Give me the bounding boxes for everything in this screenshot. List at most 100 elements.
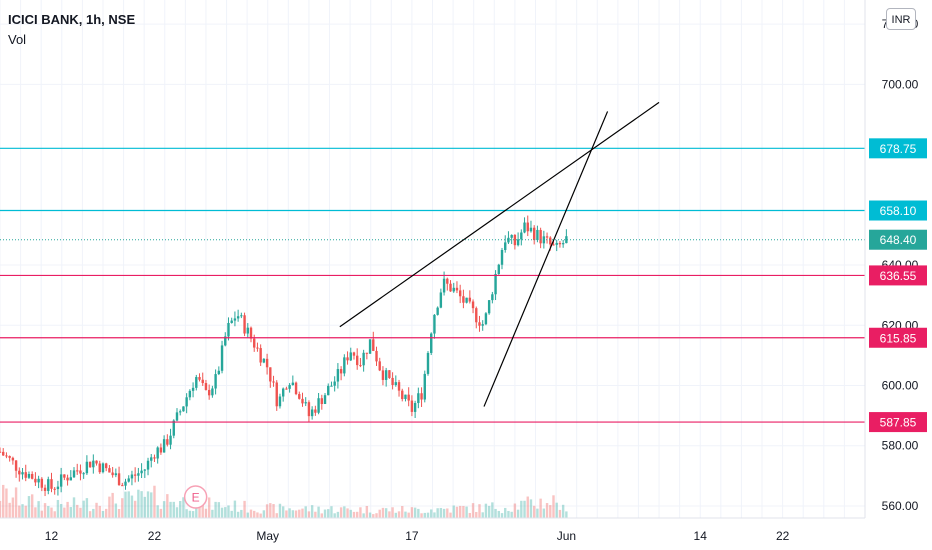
candle-body xyxy=(275,382,278,407)
candle-body xyxy=(34,478,37,483)
volume-bar xyxy=(104,508,108,518)
volume-bar xyxy=(156,505,159,518)
volume-bar xyxy=(182,497,185,518)
volume-bar xyxy=(372,514,375,518)
volume-bar xyxy=(47,506,50,518)
candle-body xyxy=(442,278,446,293)
level-price-label: 615.85 xyxy=(880,331,917,345)
candle-body xyxy=(452,287,455,292)
volume-bar xyxy=(420,513,423,518)
candle-body xyxy=(381,370,385,380)
volume-bar xyxy=(317,506,320,518)
x-tick-label: May xyxy=(256,529,279,543)
candle-body xyxy=(40,478,44,488)
earnings-event-marker[interactable] xyxy=(183,485,208,509)
volume-bar xyxy=(304,506,307,518)
volume-bar xyxy=(30,494,34,518)
volume-bar xyxy=(549,505,552,518)
volume-bar xyxy=(24,505,27,518)
volume-bar xyxy=(256,512,259,518)
volume-bar xyxy=(21,504,24,518)
volume-bar xyxy=(285,510,288,518)
earnings-event-label: E xyxy=(192,491,200,505)
volume-bar xyxy=(526,496,529,518)
candle-body xyxy=(211,388,214,396)
candle-body xyxy=(240,315,243,317)
candle-body xyxy=(359,365,362,367)
candle-body xyxy=(520,232,523,240)
volume-bar xyxy=(5,488,8,518)
volume-bar xyxy=(8,502,11,518)
candle-body xyxy=(188,390,192,398)
volume-bar xyxy=(130,495,134,518)
candle-body xyxy=(346,357,349,361)
volume-bar xyxy=(545,503,549,518)
candle-body xyxy=(79,470,82,474)
candle-body xyxy=(21,472,24,475)
candle-body xyxy=(101,463,105,473)
volume-bar xyxy=(381,507,385,518)
x-tick-label: 14 xyxy=(694,529,708,543)
candle-body xyxy=(76,470,79,472)
candle-body xyxy=(375,350,378,362)
volume-bar xyxy=(320,513,324,518)
y-tick-label: 560.00 xyxy=(882,499,919,513)
candle-body xyxy=(532,227,536,241)
volume-bar xyxy=(220,507,224,518)
candle-body xyxy=(137,473,140,476)
volume-bar xyxy=(481,512,484,518)
volume-bar xyxy=(82,500,85,518)
volume-bar xyxy=(529,499,533,518)
candle-body xyxy=(88,461,92,468)
volume-bar xyxy=(101,510,105,518)
candle-body xyxy=(333,381,336,386)
candle-body xyxy=(507,237,510,243)
candle-body xyxy=(417,393,420,404)
volume-bar xyxy=(555,502,558,518)
trendline[interactable] xyxy=(483,111,609,407)
volume-bar xyxy=(413,507,417,518)
volume-bar xyxy=(88,511,92,518)
level-price-label: 678.75 xyxy=(880,142,917,156)
volume-bar xyxy=(504,507,507,518)
candle-body xyxy=(391,377,394,386)
currency-button[interactable]: INR xyxy=(886,8,916,30)
candle-body xyxy=(449,283,452,292)
candle-body xyxy=(362,352,365,366)
volume-bar xyxy=(117,508,121,518)
volume-bar xyxy=(388,511,391,518)
candle-body xyxy=(510,234,513,238)
volume-bar xyxy=(310,505,314,518)
candle-body xyxy=(175,412,179,421)
candle-body xyxy=(272,381,275,383)
volume-bar xyxy=(14,487,18,518)
volume-bar xyxy=(262,510,266,518)
volume-bar xyxy=(140,491,143,518)
candle-body xyxy=(236,316,240,319)
candle-body xyxy=(420,393,423,400)
volume-bar xyxy=(249,509,253,518)
candle-body xyxy=(191,387,195,391)
volume-bar xyxy=(362,513,365,518)
trendline[interactable] xyxy=(339,101,660,328)
volume-bar xyxy=(301,508,304,518)
candle-body xyxy=(47,479,50,491)
candle-body xyxy=(513,234,517,246)
candle-body xyxy=(500,249,504,265)
candle-body xyxy=(85,461,89,474)
volume-bar xyxy=(465,506,468,518)
candle-body xyxy=(330,385,333,387)
candle-body xyxy=(37,478,40,483)
volume-bar xyxy=(404,511,407,518)
volume-bar xyxy=(513,503,517,518)
candle-body xyxy=(201,379,204,384)
candle-body xyxy=(265,358,269,368)
candle-body xyxy=(439,292,443,308)
candle-body xyxy=(195,377,198,388)
level-price-label: 587.85 xyxy=(880,416,917,430)
candle-body xyxy=(407,394,410,401)
volume-bar xyxy=(278,503,282,518)
volume-bar xyxy=(243,500,246,518)
